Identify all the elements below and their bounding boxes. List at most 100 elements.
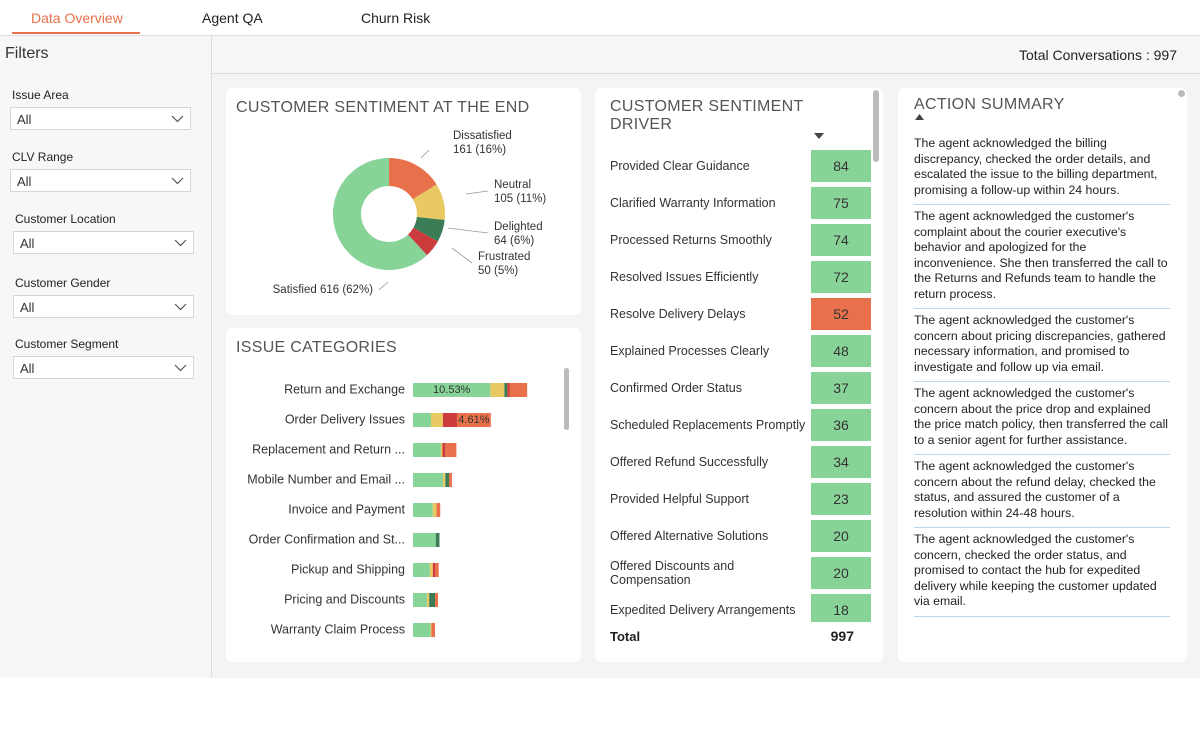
tab[interactable]: Churn Risk bbox=[361, 10, 431, 26]
filter-select[interactable]: All bbox=[10, 169, 191, 192]
action-item: The agent acknowledged the customer's co… bbox=[914, 528, 1170, 617]
filter-label: Customer Location bbox=[15, 212, 116, 226]
segment-name: Dissatisfied bbox=[453, 130, 512, 142]
bar-segment bbox=[413, 533, 436, 547]
filter-select[interactable]: All bbox=[13, 356, 194, 379]
bar-segment bbox=[413, 623, 431, 637]
driver-row: Clarified Warranty Information 75 bbox=[610, 187, 872, 219]
scrollbar[interactable] bbox=[873, 90, 879, 162]
driver-row: Offered Discounts and Compensation 20 bbox=[610, 557, 872, 589]
tab[interactable]: Data Overview bbox=[31, 10, 123, 26]
bar-segment bbox=[413, 383, 491, 397]
sort-icon[interactable] bbox=[814, 133, 826, 141]
scrollbar[interactable] bbox=[1178, 90, 1185, 97]
select-value: All bbox=[20, 300, 35, 315]
bar-segment bbox=[449, 473, 452, 487]
bar-segment bbox=[442, 443, 446, 457]
driver-value: 18 bbox=[811, 594, 871, 622]
bar-segment bbox=[431, 413, 443, 427]
sort-icon[interactable] bbox=[915, 114, 925, 121]
driver-value: 20 bbox=[811, 557, 871, 589]
bar-segment bbox=[509, 383, 528, 397]
action-list: The agent acknowledged the billing discr… bbox=[914, 132, 1170, 617]
bar-segment bbox=[507, 383, 510, 397]
leader-line bbox=[451, 247, 473, 264]
segment-label: Satisfied 616 (62%) bbox=[273, 284, 374, 296]
filter-select[interactable]: All bbox=[13, 295, 194, 318]
bar-segment bbox=[435, 593, 438, 607]
bar-segment bbox=[413, 443, 441, 457]
bar-segment bbox=[435, 533, 440, 547]
segment-name: Neutral bbox=[494, 179, 531, 191]
bar-segment bbox=[445, 443, 457, 457]
chevron-icon bbox=[174, 239, 187, 247]
driver-row: Offered Alternative Solutions 20 bbox=[610, 520, 872, 552]
category-label: Pricing and Discounts bbox=[284, 592, 405, 606]
driver-value: 74 bbox=[811, 224, 871, 256]
bar-segment bbox=[413, 413, 432, 427]
category-label: Return and Exchange bbox=[284, 382, 405, 396]
driver-row: Scheduled Replacements Promptly 36 bbox=[610, 409, 872, 441]
tab-underline bbox=[12, 32, 140, 34]
scrollbar[interactable] bbox=[564, 368, 569, 430]
segment-name: Satisfied bbox=[273, 284, 317, 296]
bar-segment bbox=[440, 443, 443, 457]
panel-title: ACTION SUMMARY bbox=[914, 96, 1065, 113]
segment-value: 64 (6%) bbox=[494, 235, 534, 247]
bar-segment bbox=[432, 563, 436, 577]
filter-label: Customer Segment bbox=[15, 337, 119, 351]
bar-segment bbox=[413, 563, 430, 577]
filter-select[interactable]: All bbox=[10, 107, 191, 130]
donut-segment bbox=[333, 158, 427, 270]
category-label: Mobile Number and Email ... bbox=[247, 472, 405, 486]
leader-line bbox=[378, 281, 389, 291]
issue-bars: Return and Exchange 10.53% Order Delivery … bbox=[247, 382, 528, 637]
driver-row: Explained Processes Clearly 48 bbox=[610, 335, 872, 367]
select-value: All bbox=[20, 361, 35, 376]
bar-label: 10.53% bbox=[433, 384, 471, 396]
category-label: Order Confirmation and St... bbox=[249, 532, 405, 546]
bar-segment bbox=[442, 413, 457, 427]
bar-segment bbox=[443, 473, 446, 487]
bar-segment bbox=[430, 623, 432, 637]
chevron bbox=[174, 303, 187, 311]
tab[interactable]: Agent QA bbox=[202, 10, 263, 26]
chevron bbox=[171, 177, 184, 185]
action-item: The agent acknowledged the customer's co… bbox=[914, 309, 1170, 382]
segment-value: 161 (16%) bbox=[453, 144, 506, 156]
driver-row: Confirmed Order Status 37 bbox=[610, 372, 872, 404]
segment-value: 50 (5%) bbox=[478, 265, 518, 277]
panel-title: ISSUE CATEGORIES bbox=[236, 339, 397, 356]
chevron-icon bbox=[171, 177, 184, 185]
driver-value: 72 bbox=[811, 261, 871, 293]
driver-row: Resolved Issues Efficiently 72 bbox=[610, 261, 872, 293]
bar-segment bbox=[445, 473, 450, 487]
driver-value: 34 bbox=[811, 446, 871, 478]
driver-value: 36 bbox=[811, 409, 871, 441]
chevron bbox=[174, 364, 187, 372]
tab-bar: Data Overview Agent QA Churn Risk bbox=[0, 0, 1200, 36]
driver-label: Clarified Warranty Information bbox=[610, 196, 776, 210]
chevron-icon bbox=[174, 364, 187, 372]
leader-line bbox=[465, 190, 489, 195]
filter-select[interactable]: All bbox=[13, 231, 194, 254]
driver-value: 23 bbox=[811, 483, 871, 515]
action-item: The agent acknowledged the customer's co… bbox=[914, 382, 1170, 455]
sentiment-panel: CUSTOMER SENTIMENT AT THE END Dissatisfi… bbox=[226, 88, 581, 315]
driver-label: Confirmed Order Status bbox=[610, 381, 742, 395]
donut-chart: Dissatisfied 161 (16%) Neutral 105 (11%) Del… bbox=[273, 130, 547, 296]
driver-label: Offered Refund Successfully bbox=[610, 455, 769, 469]
chevron bbox=[171, 115, 184, 123]
action-item: The agent acknowledged the customer's co… bbox=[914, 205, 1170, 309]
driver-label: Explained Processes Clearly bbox=[610, 344, 770, 358]
filter-label: Issue Area bbox=[12, 88, 69, 102]
driver-label: Resolve Delivery Delays bbox=[610, 307, 746, 321]
donut-segment bbox=[389, 158, 437, 200]
segment-name: Delighted bbox=[494, 221, 543, 233]
donut-segment bbox=[407, 227, 438, 256]
driver-row: Expedited Delivery Arrangements 18 bbox=[610, 594, 872, 622]
driver-label: Provided Clear Guidance bbox=[610, 159, 750, 173]
bar-segment bbox=[504, 383, 508, 397]
bar-segment bbox=[456, 413, 491, 427]
select-value: All bbox=[17, 174, 32, 189]
